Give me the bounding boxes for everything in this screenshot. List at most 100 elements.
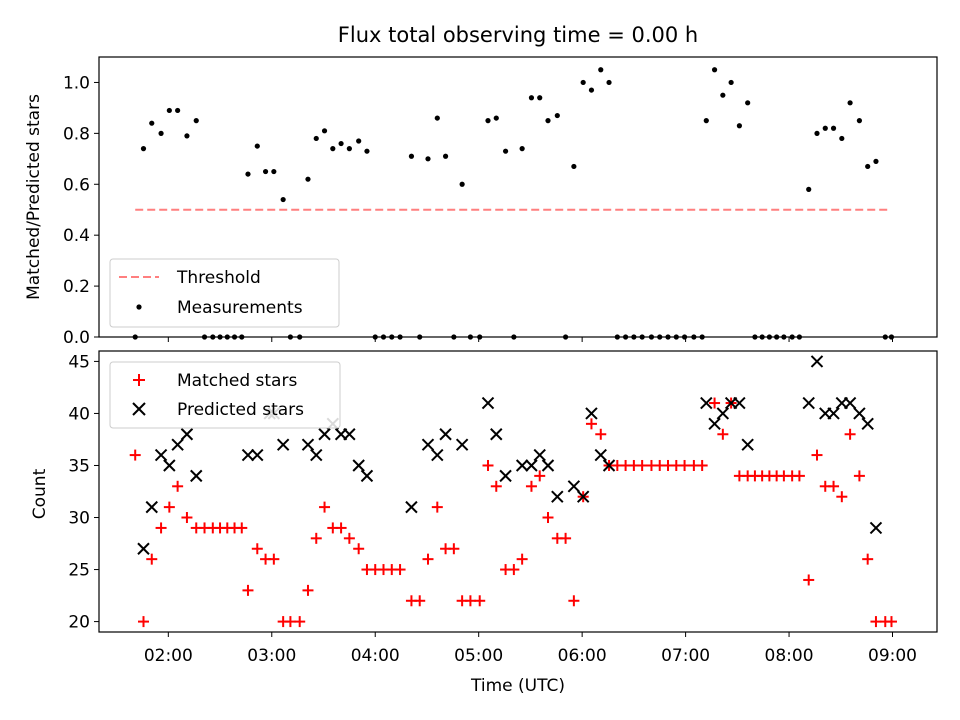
matched-stars-marker [146,553,158,565]
measurements-point [519,146,525,152]
measurements-point [245,171,251,177]
measurements-point [806,186,812,192]
matched-stars-marker [343,532,355,544]
matched-stars-marker [284,616,296,628]
matched-stars-marker [310,532,322,544]
predicted-stars-marker [708,417,721,431]
measurements-point [280,196,286,203]
matched-stars-marker [636,459,648,471]
count-ylabel: Count [30,468,50,519]
ratio-ytick-label: 0.6 [63,175,90,195]
ratio-ytick-label: 0.8 [63,124,90,144]
ratio-legend: Threshold Measurements [109,258,340,328]
matched-stars-marker [353,543,365,555]
count-legend-box [109,361,341,429]
ratio-plot-frame [98,56,938,338]
predicted-stars-marker [241,448,255,462]
count-xtick-label: 06:00 [558,646,607,666]
matched-stars-marker [268,553,280,565]
predicted-stars-marker [481,396,495,410]
matched-stars-marker [294,616,306,628]
matched-legend-swatch [133,374,145,386]
predicted-stars-marker [154,448,168,462]
predicted-stars-marker [810,355,824,368]
predicted-stars-marker [343,428,356,441]
matched-stars-marker [853,470,865,482]
predicted-stars-marker [551,490,564,503]
matched-stars-marker [793,470,805,482]
predicted-stars-marker [421,438,435,451]
matched-stars-marker [811,449,823,461]
count-panel: 20 25 30 35 40 45 02:00 03:00 04:00 05:00 06:00 07:… [30,350,938,696]
matched-stars-marker [508,564,520,576]
predicted-stars-marker [827,407,840,420]
predicted-stars-marker [171,438,184,451]
measurements-point [554,112,560,119]
measurements-point [149,120,155,126]
matched-stars-marker [155,522,167,534]
count-xtick-label: 07:00 [661,646,710,666]
matched-stars-marker [717,428,729,440]
matched-stars-marker [803,574,815,586]
matched-stars-marker [172,480,184,492]
measurements-point [184,133,190,139]
measurements-point [571,163,577,170]
predicted-stars-marker [853,407,866,420]
measurements-point [856,118,863,124]
count-xtick-label: 09:00 [868,646,917,666]
predicted-stars-marker [180,428,194,441]
measurements-point [873,158,879,164]
measurements-point [493,115,499,121]
measurements-point [528,95,535,101]
measurements-point [485,118,491,124]
measurements-point [459,181,465,187]
matched-stars-marker [595,428,607,440]
threshold-legend-label: Threshold [176,268,261,288]
predicted-stars-marker [145,500,158,514]
matched-stars-marker [836,491,848,503]
matched-stars-marker [464,595,476,607]
matched-stars-marker [870,616,882,628]
matched-stars-marker [709,397,721,409]
matched-stars-marker [251,543,263,555]
matched-stars-marker [137,616,149,628]
predicted-stars-marker [360,469,374,483]
matched-stars-marker [844,428,856,440]
matched-stars-marker [422,553,434,565]
measurements-point [271,168,277,175]
ratio-panel: 0.0 0.2 0.4 0.6 0.8 1.0 Matched/Predicted sta… [24,56,938,348]
predicted-stars-marker [137,542,150,555]
matched-stars-marker [181,512,193,524]
predicted-stars-marker [843,396,857,410]
matched-stars-marker [542,512,554,524]
chart-title: Flux total observing time = 0.00 h [338,23,698,47]
predicted-stars-marker [318,428,331,441]
count-xtick-label: 05:00 [454,646,503,666]
count-ytick-label: 40 [68,404,90,424]
predicted-stars-marker [594,448,607,462]
count-xtick-label: 03:00 [247,646,296,666]
measurements-point [502,148,509,154]
matched-stars-marker [828,480,840,492]
matched-stars-marker [516,553,528,565]
predicted-stars-marker [733,396,746,410]
measurements-point [442,153,449,159]
measurements-point [830,125,837,131]
measurements-point [425,156,431,162]
measurements-point [847,100,853,106]
predicted-stars-marker [490,428,503,441]
matched-stars-marker [242,584,254,596]
measurements-point [703,118,709,124]
predicted-stars-marker [276,438,290,451]
measurements-point [865,163,871,170]
matched-stars-marker [679,459,691,471]
matched-stars-marker [448,543,460,555]
predicted-stars-marker [585,407,598,420]
count-ytick-label: 25 [68,561,90,581]
matched-stars-marker [568,595,580,607]
matched-stars-marker [885,616,897,628]
measurements-point [545,118,551,124]
predicted-stars-marker [251,448,264,462]
predicted-stars-marker [190,469,203,483]
